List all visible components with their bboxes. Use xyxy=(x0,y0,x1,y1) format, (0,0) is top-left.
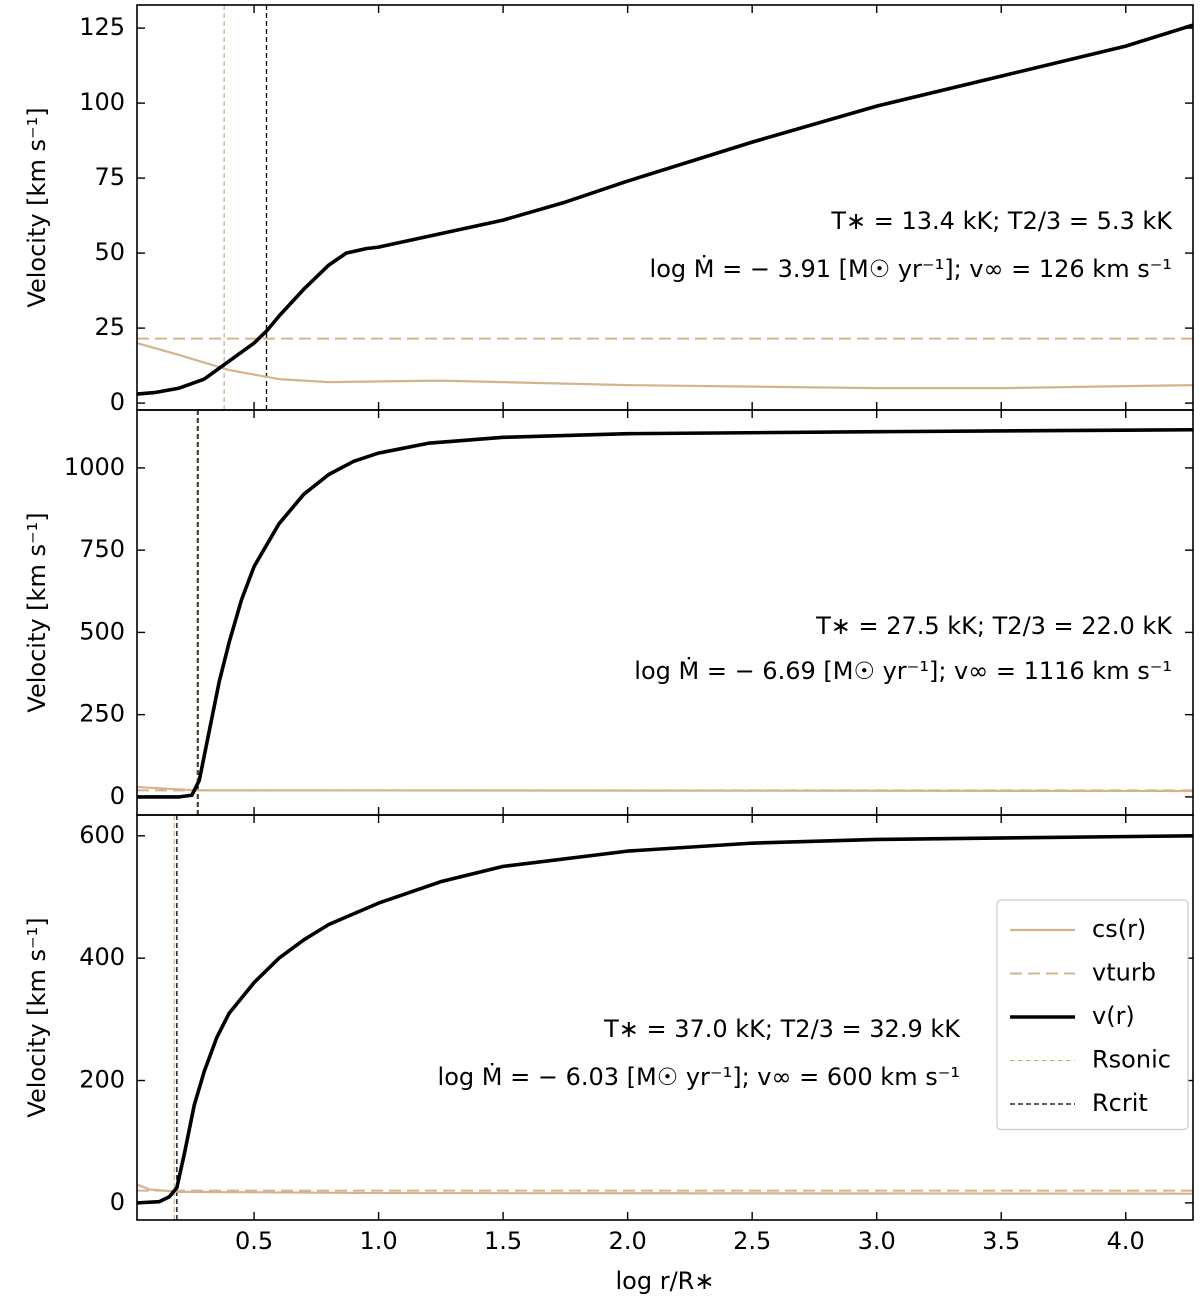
x-tick-label: 0.5 xyxy=(235,1227,273,1255)
y-tick-label: 0 xyxy=(110,782,125,810)
y-tick-label: 200 xyxy=(79,1066,125,1094)
y-tick-label: 0 xyxy=(110,388,125,416)
legend-label: v(r) xyxy=(1092,1002,1135,1030)
annotation: T∗ = 37.0 kK; T2/3 = 32.9 kK xyxy=(603,1015,961,1043)
y-tick-label: 400 xyxy=(79,943,125,971)
y-tick-label: 100 xyxy=(79,88,125,116)
annotation: log Ṁ = − 3.91 [M☉ yr⁻¹]; v∞ = 126 km s⁻… xyxy=(650,254,1172,283)
annotation: log Ṁ = − 6.69 [M☉ yr⁻¹]; v∞ = 1116 km s… xyxy=(634,656,1172,685)
x-tick-label: 2.5 xyxy=(733,1227,771,1255)
y-axis-label: Velocity [km s⁻¹] xyxy=(23,512,51,712)
series-line xyxy=(137,834,1193,1205)
y-axis-label: Velocity [km s⁻¹] xyxy=(23,917,51,1117)
x-tick-label: 1.5 xyxy=(484,1227,522,1255)
legend-label: Rcrit xyxy=(1092,1089,1148,1117)
y-axis-label: Velocity [km s⁻¹] xyxy=(23,107,51,307)
plot-area xyxy=(137,5,1193,410)
series-line xyxy=(137,1183,1193,1195)
y-tick-label: 50 xyxy=(94,238,125,266)
x-tick-label: 3.0 xyxy=(858,1227,896,1255)
legend-label: Rsonic xyxy=(1092,1046,1171,1074)
x-tick-label: 2.0 xyxy=(609,1227,647,1255)
annotation: T∗ = 13.4 kK; T2/3 = 5.3 kK xyxy=(830,207,1173,235)
y-tick-label: 1000 xyxy=(64,453,125,481)
plot-area xyxy=(137,815,1193,1220)
y-tick-label: 250 xyxy=(79,700,125,728)
plot-area xyxy=(137,410,1193,815)
x-tick-label: 4.0 xyxy=(1107,1227,1145,1255)
y-tick-label: 25 xyxy=(94,313,125,341)
series-line xyxy=(137,427,1193,799)
y-tick-label: 75 xyxy=(94,163,125,191)
x-tick-label: 3.5 xyxy=(982,1227,1020,1255)
legend-label: cs(r) xyxy=(1092,915,1146,943)
y-tick-label: 750 xyxy=(79,535,125,563)
y-tick-label: 125 xyxy=(79,13,125,41)
annotation: T∗ = 27.5 kK; T2/3 = 22.0 kK xyxy=(815,612,1173,640)
y-tick-label: 0 xyxy=(110,1188,125,1216)
x-tick-label: 1.0 xyxy=(359,1227,397,1255)
y-tick-label: 500 xyxy=(79,617,125,645)
annotation: log Ṁ = − 6.03 [M☉ yr⁻¹]; v∞ = 600 km s⁻… xyxy=(438,1062,960,1091)
x-axis-label: log r/R∗ xyxy=(616,1267,715,1295)
y-tick-label: 600 xyxy=(79,821,125,849)
legend-label: vturb xyxy=(1092,959,1156,987)
series-line xyxy=(137,23,1193,396)
series-line xyxy=(137,342,1193,390)
axes-frame xyxy=(136,814,1194,1221)
legend-box xyxy=(996,899,1189,1131)
